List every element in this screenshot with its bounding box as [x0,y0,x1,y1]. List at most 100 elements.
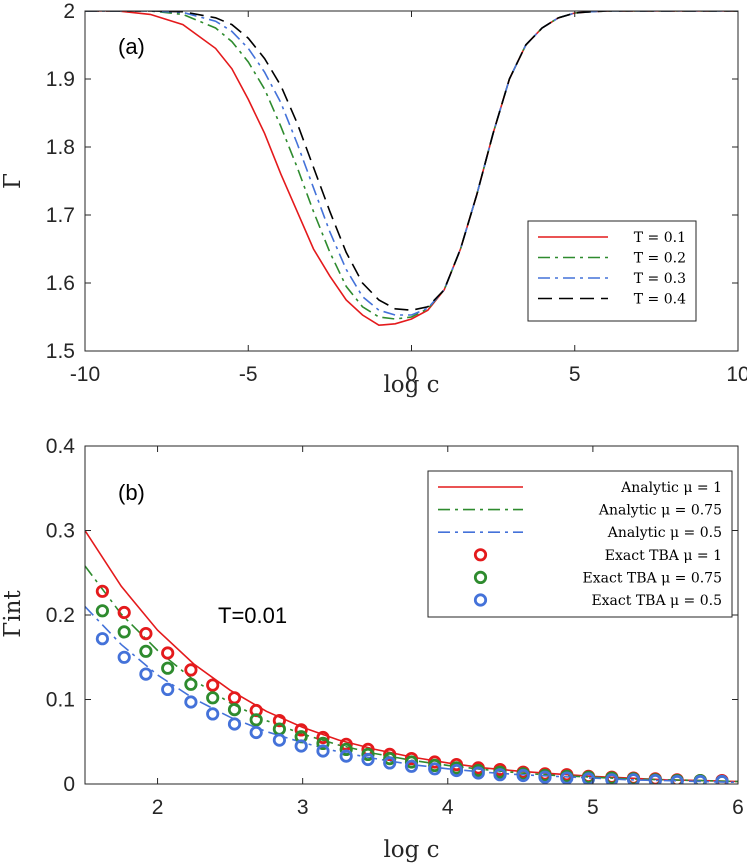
data-point [383,751,397,766]
annotation-temperature: T=0.01 [218,603,287,628]
y-tick-label: 0.4 [46,435,76,458]
data-point [361,752,375,767]
x-tick-label: 3 [297,796,309,819]
legend-label: T = 0.4 [634,292,686,308]
y-tick-label: 2 [63,0,75,23]
x-tick-label: -10 [70,363,100,386]
legend-marker [473,548,488,562]
legend: Analytic μ = 1 Analytic μ = 0.75 Analytic … [427,470,733,618]
data-point [227,717,242,731]
data-point [139,626,153,641]
data-point [117,650,131,664]
data-point [404,755,419,769]
data-point [428,762,442,776]
y-tick-label: 0.2 [46,604,75,627]
y-tick-label: 1.5 [46,340,75,363]
data-point [693,774,707,784]
data-point [361,747,375,762]
x-axis-label: log c [383,837,439,863]
data-point [560,771,574,784]
data-point [294,723,308,737]
data-point [316,744,330,758]
y-axis-label: Γ [0,173,26,189]
data-point [538,770,552,784]
x-axis-label: log c [383,372,439,398]
x-tick-label: 10 [726,363,747,386]
data-point [161,661,175,675]
legend-label: T = 0.1 [634,230,686,246]
data-point [249,713,263,727]
x-tick-label: -5 [239,363,258,386]
data-point [272,713,286,728]
legend-marker [473,593,488,607]
data-point [516,768,530,783]
data-point [670,774,684,784]
y-tick-label: 1.6 [46,272,75,295]
legend: T = 0.1 T = 0.2 T = 0.3 T = 0.4 [527,220,697,322]
chart-panel-a: -10 -5 0 5 10 1.5 1.6 1.7 1.8 1.9 2 log c Γ (a) T = 0.… [0,0,747,398]
x-tick-label: 2 [152,796,164,819]
data-point [249,725,263,740]
legend-label: T = 0.3 [634,271,686,287]
data-point [206,707,220,721]
y-tick-label: 1.9 [46,68,75,91]
x-tick-label: 4 [442,796,454,819]
data-point [471,766,485,780]
data-point [161,682,175,697]
data-point [316,736,330,751]
data-point [715,774,729,784]
data-point [139,644,153,658]
legend-label: T = 0.2 [634,251,686,267]
y-tick-label: 1.7 [46,204,75,227]
data-point [493,768,507,782]
data-point [294,739,308,753]
data-point [449,763,464,778]
legend-label: Analytic μ = 1 [620,480,722,496]
data-point [206,678,220,692]
data-point [117,625,131,639]
y-tick-label: 0.1 [46,689,75,712]
data-point [404,759,419,773]
data-point [316,730,330,745]
data-point [339,742,353,757]
data-point [139,667,153,681]
legend-label: Analytic μ = 0.75 [598,503,722,519]
panel-label: (b) [118,480,145,505]
x-tick-label: 5 [587,796,599,819]
data-point [184,677,198,691]
data-point [383,747,397,762]
series-line-3 [85,11,738,312]
data-point [227,702,242,717]
legend-label: Analytic μ = 0.5 [607,525,722,541]
data-layer [85,11,738,327]
y-tick-label: 0 [63,773,75,796]
legend-label: Exact TBA μ = 0.5 [591,593,722,609]
y-tick-label: 0.3 [46,520,75,543]
data-point [206,691,220,705]
data-layer [85,530,738,784]
data-point [117,605,131,620]
x-tick-label: 5 [569,363,581,386]
legend-box [427,470,733,618]
data-point [184,663,198,677]
y-tick-label: 1.8 [46,136,75,159]
data-point [184,695,198,709]
data-point [95,604,110,618]
x-tick-label: 0 [406,363,418,386]
chart-panel-b: 2 3 4 5 6 0 0.1 0.2 0.3 0.4 log c Γint (b) T=0.01 Anal… [0,435,744,863]
data-point [161,646,175,660]
data-point [581,772,596,784]
legend-marker [473,570,488,585]
data-point [339,749,353,763]
data-point [95,632,110,646]
data-point [272,733,286,747]
data-point [383,756,397,770]
y-axis-label: Γint [0,590,26,638]
panel-label: (a) [118,34,145,59]
data-point [605,773,619,784]
legend-label: Exact TBA μ = 0.75 [583,570,722,586]
data-point [648,774,662,784]
data-point [95,584,110,598]
data-point [626,773,641,784]
